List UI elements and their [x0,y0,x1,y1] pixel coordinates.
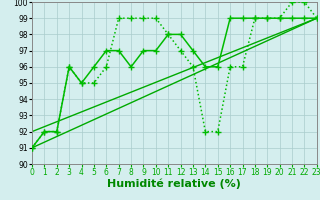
X-axis label: Humidité relative (%): Humidité relative (%) [108,179,241,189]
